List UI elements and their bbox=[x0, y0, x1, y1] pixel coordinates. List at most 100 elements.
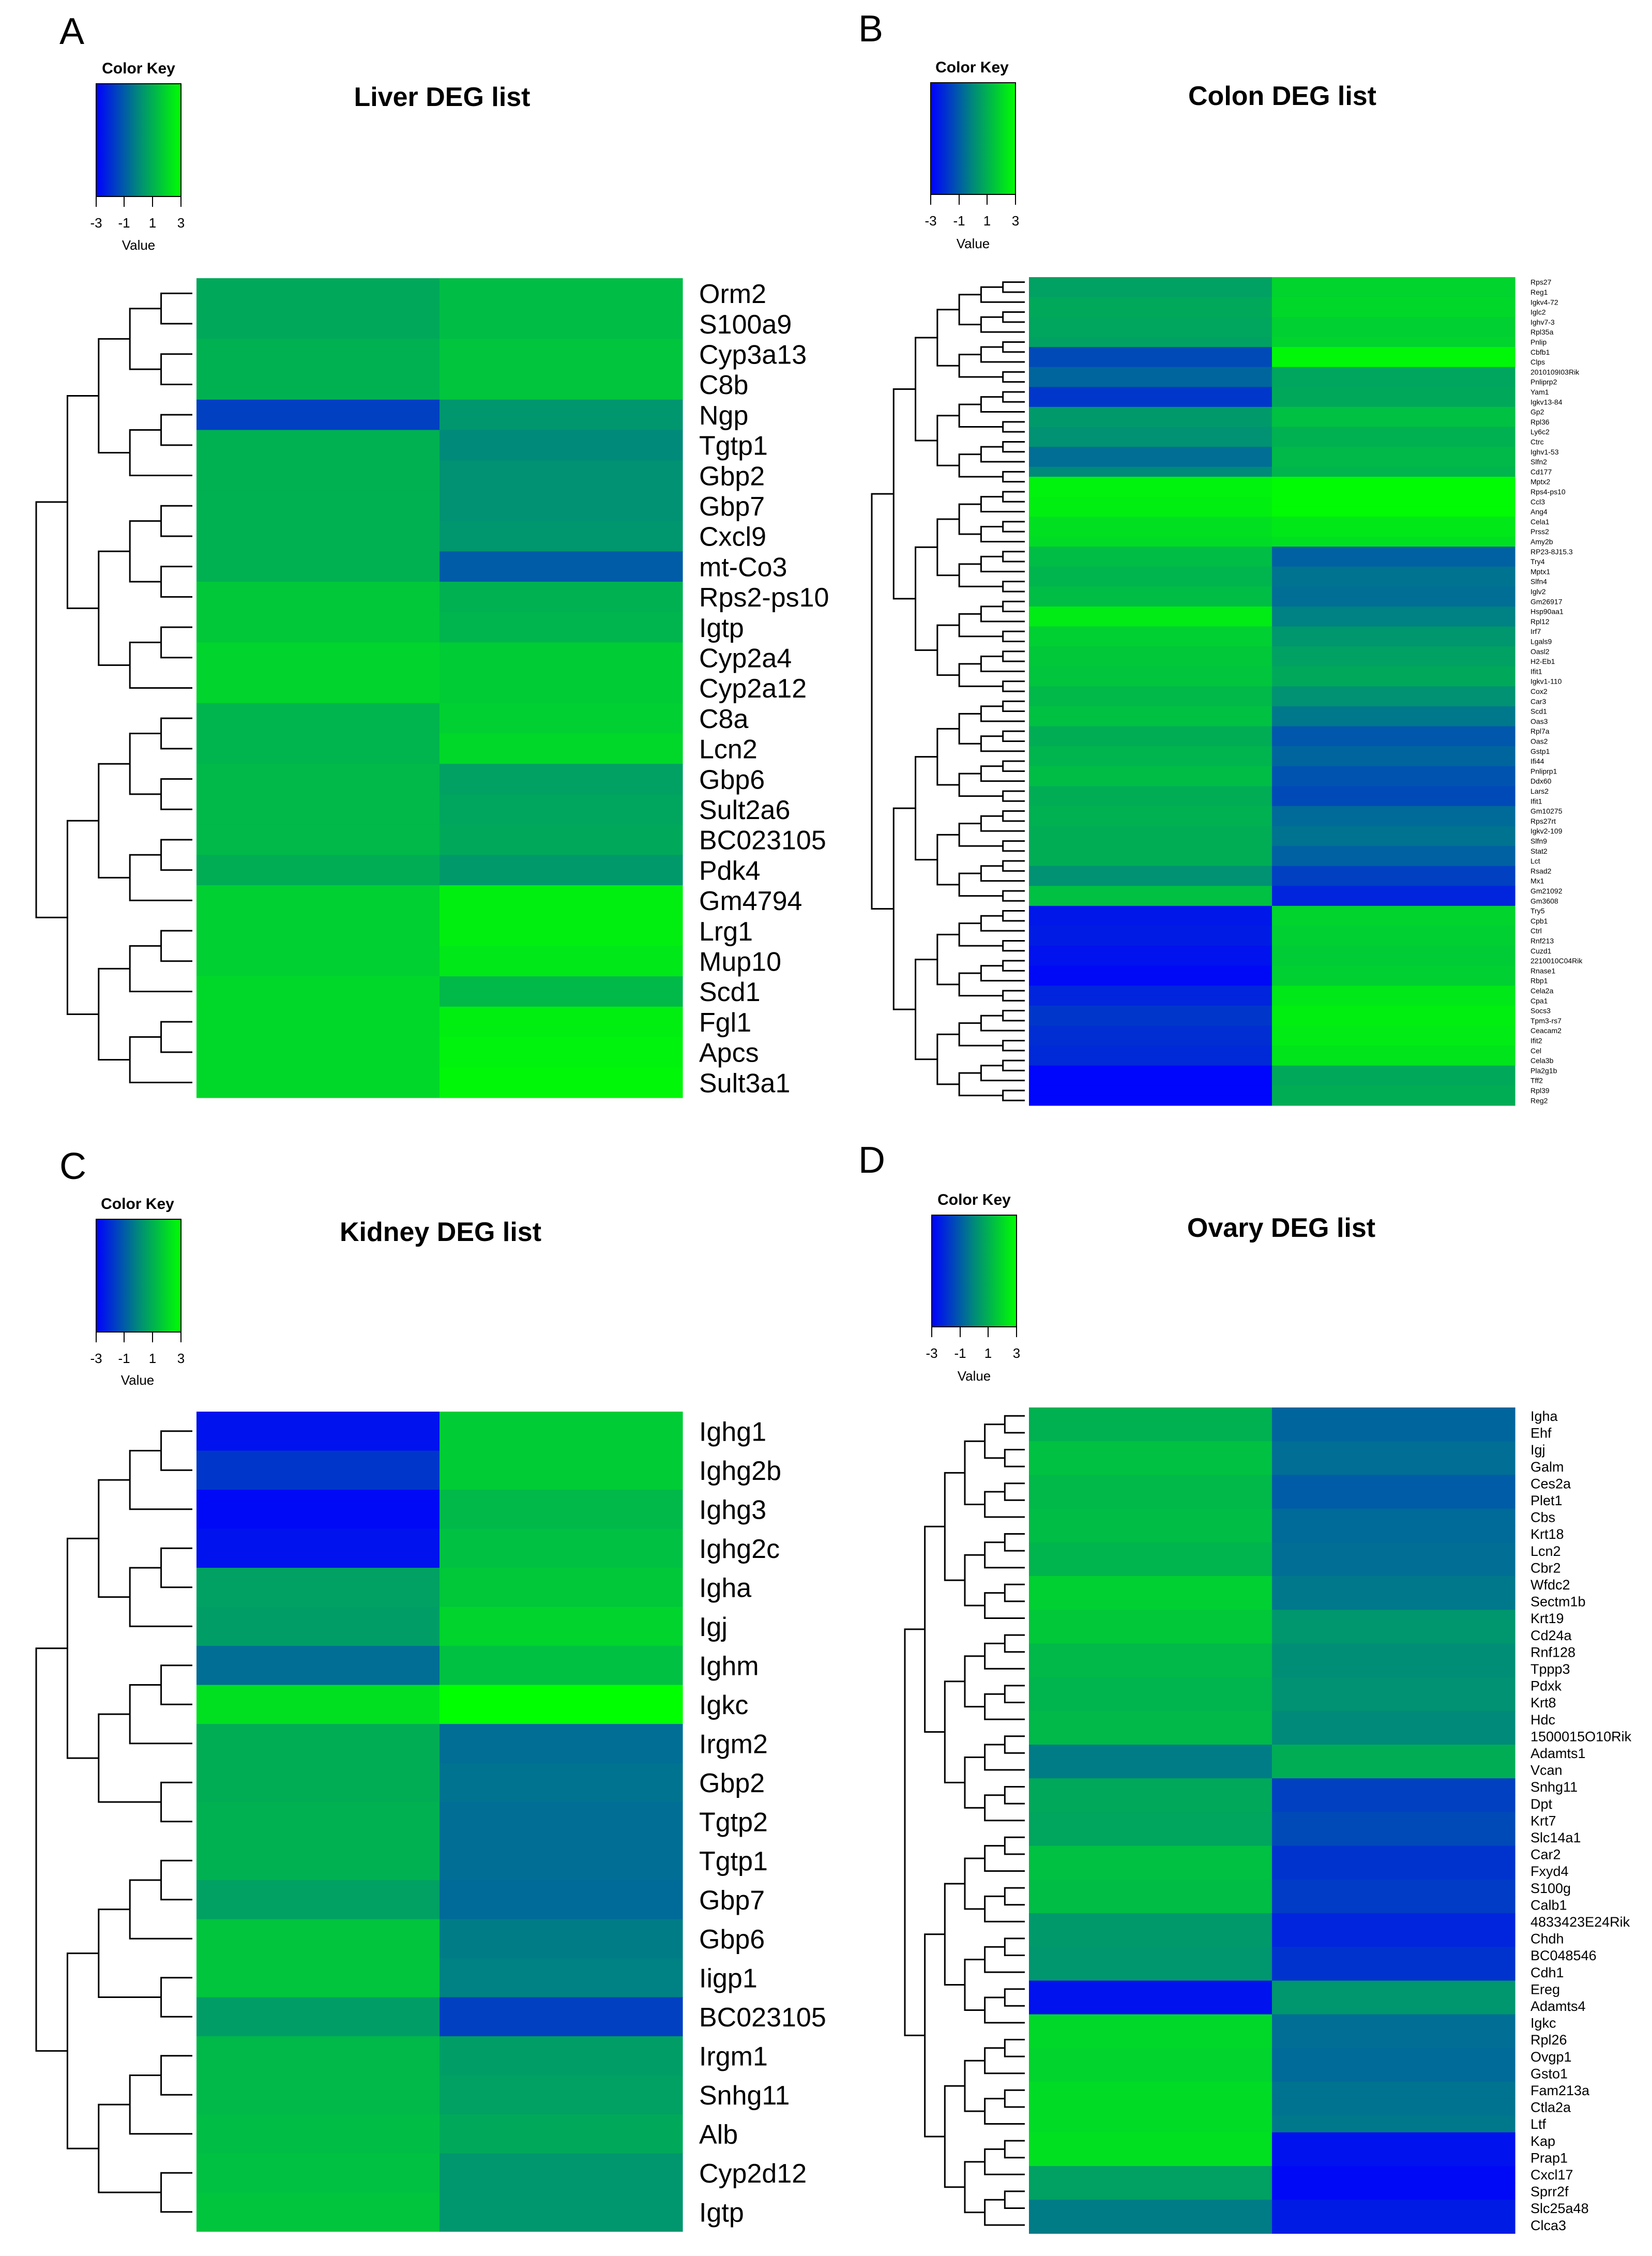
panel-c-heatmap-cell bbox=[196, 2192, 440, 2232]
panel-d-row-label: Slc14a1 bbox=[1530, 1830, 1581, 1845]
panel-b-row-label: Cpa1 bbox=[1530, 996, 1548, 1005]
panel-d-heatmap-cell bbox=[1029, 1508, 1272, 1526]
panel-a-heatmap-cell bbox=[196, 430, 440, 461]
panel-b-row-label: Cel bbox=[1530, 1047, 1541, 1055]
panel-b-heatmap-cell bbox=[1272, 297, 1515, 308]
panel-b-heatmap-cell bbox=[1029, 1095, 1272, 1106]
panel-b-row-dendrogram bbox=[871, 281, 1025, 1101]
panel-d-heatmap-cell bbox=[1029, 1694, 1272, 1712]
panel-b-dendrogram-branch bbox=[958, 294, 981, 326]
panel-b-heatmap-cell bbox=[1272, 457, 1515, 467]
panel-b-heatmap-cell bbox=[1029, 1065, 1272, 1076]
panel-d-dendrogram-branch bbox=[1004, 1533, 1025, 1552]
panel-b-heatmap-cell bbox=[1272, 796, 1515, 807]
panel-d-heatmap-cell bbox=[1272, 1508, 1515, 1526]
panel-b-heatmap-cell bbox=[1029, 656, 1272, 667]
panel-d-row-label: Pdxk bbox=[1530, 1678, 1562, 1694]
panel-d-dendrogram-branch bbox=[984, 1845, 1025, 1872]
panel-c-row-label: Igj bbox=[699, 1612, 728, 1642]
panel-a-row-label: BC023105 bbox=[699, 826, 826, 856]
panel-a-dendrogram-branch bbox=[160, 414, 192, 446]
panel-b-heatmap-cell bbox=[1272, 1016, 1515, 1026]
panel-c-row-label: Iigp1 bbox=[699, 1963, 757, 1993]
panel-c-row-label: Alb bbox=[699, 2119, 738, 2149]
panel-b-heatmap-cell bbox=[1272, 466, 1515, 477]
panel-b-dendrogram-branch bbox=[1002, 371, 1025, 383]
panel-a-heatmap-cell bbox=[439, 733, 683, 764]
panel-b-heatmap-cell bbox=[1272, 686, 1515, 697]
panel-d-heatmap-cell bbox=[1029, 1610, 1272, 1627]
panel-d-dendrogram-branch bbox=[984, 1491, 1025, 1518]
panel-d-row-label: S100g bbox=[1530, 1881, 1571, 1896]
panel-d-row-label: Ovgp1 bbox=[1530, 2049, 1572, 2065]
panel-a-heatmap-cell bbox=[439, 490, 683, 522]
panel-b-dendrogram-branch bbox=[958, 872, 1003, 897]
panel-c-heatmap-cell bbox=[196, 1802, 440, 1842]
panel-d-row-label: Igkc bbox=[1530, 2016, 1556, 2031]
panel-a-row-label: Cyp2a12 bbox=[699, 674, 807, 704]
panel-b-row-label: Rnf213 bbox=[1530, 936, 1554, 945]
panel-a-heatmap-cell bbox=[439, 885, 683, 916]
panel-a-heatmap-cell bbox=[196, 369, 440, 400]
panel-d-heatmap-cell bbox=[1272, 1576, 1515, 1594]
panel-a-heatmap-cell bbox=[196, 308, 440, 339]
panel-b-dendrogram-branch bbox=[980, 765, 1025, 782]
panel-b-dendrogram-branch bbox=[1002, 840, 1025, 852]
panel-b-dendrogram-branch bbox=[892, 388, 916, 600]
panel-d-dendrogram-branch bbox=[1004, 1449, 1025, 1467]
panel-b-dendrogram-branch bbox=[1002, 551, 1025, 563]
panel-b-dendrogram-branch bbox=[958, 922, 1003, 947]
panel-d-heatmap-cell bbox=[1029, 2082, 1272, 2099]
panel-b-heatmap-cell bbox=[1272, 626, 1515, 637]
panel-b-dendrogram-branch bbox=[1002, 341, 1025, 353]
panel-d-dendrogram-branch bbox=[984, 1946, 1025, 1973]
panel-c-dendrogram-branch bbox=[160, 1430, 192, 1471]
panel-d-dendrogram-branch bbox=[1004, 1415, 1025, 1434]
panel-b-row-label: Prss2 bbox=[1530, 527, 1549, 536]
panel-d-heatmap-cell bbox=[1272, 1660, 1515, 1678]
panel-b-heatmap-cell bbox=[1029, 766, 1272, 777]
panel-a-row-label: Ngp bbox=[699, 401, 748, 431]
panel-b-heatmap-cell bbox=[1272, 287, 1515, 298]
panel-letter-b: B bbox=[858, 8, 883, 50]
panel-d-heatmap-cell bbox=[1029, 1947, 1272, 1964]
panel-b-heatmap-cell bbox=[1272, 596, 1515, 607]
panel-b-heatmap-cell bbox=[1029, 995, 1272, 1006]
panel-d-row-label: Cbr2 bbox=[1530, 1560, 1561, 1576]
panel-c-heatmap-cell bbox=[439, 1646, 683, 1686]
panel-d-heatmap-cell bbox=[1272, 2216, 1515, 2234]
panel-d-row-label: Car2 bbox=[1530, 1847, 1561, 1863]
panel-b-heatmap-cell bbox=[1029, 1035, 1272, 1046]
panel-b-heatmap-cell bbox=[1272, 935, 1515, 946]
panel-a-row-label: Tgtp1 bbox=[699, 431, 768, 461]
panel-b-dendrogram-branch bbox=[958, 773, 1003, 797]
panel-b-heatmap-cell bbox=[1029, 916, 1272, 927]
panel-b-dendrogram-branch bbox=[936, 728, 960, 786]
panel-c-dendrogram-branch bbox=[98, 1479, 130, 1598]
panel-b-heatmap-cell bbox=[1272, 826, 1515, 837]
panel-b-row-label: Cela3b bbox=[1530, 1056, 1554, 1065]
panel-d-row-label: Igj bbox=[1530, 1442, 1545, 1458]
panel-a-row-label: Pdk4 bbox=[699, 856, 761, 886]
panel-a-row-label: mt-Co3 bbox=[699, 552, 787, 582]
panel-b-heatmap-cell bbox=[1272, 1076, 1515, 1086]
panel-b-dendrogram-branch bbox=[1002, 421, 1025, 433]
panel-b-row-label: Lct bbox=[1530, 857, 1540, 865]
panel-b-dendrogram-branch bbox=[1002, 680, 1025, 692]
panel-b-dendrogram-branch bbox=[958, 663, 1003, 687]
panel-b-dendrogram-branch bbox=[980, 915, 1025, 932]
panel-b-heatmap-cell bbox=[1029, 926, 1272, 936]
panel-d-row-label: Galm bbox=[1530, 1459, 1564, 1475]
panel-c-row-label: Ighg3 bbox=[699, 1495, 766, 1525]
panel-d-row-label: Krt18 bbox=[1530, 1526, 1564, 1542]
color-key-b-tick: 1 bbox=[983, 213, 991, 229]
panel-b-row-label: Rpl36 bbox=[1530, 418, 1550, 426]
panel-c-heatmap-cell bbox=[196, 1841, 440, 1881]
panel-b-dendrogram-branch bbox=[936, 415, 960, 466]
panel-b-heatmap-cell bbox=[1272, 337, 1515, 347]
panel-b-heatmap-cell bbox=[1029, 886, 1272, 897]
panel-b-heatmap-cell bbox=[1029, 696, 1272, 707]
panel-d-dendrogram-branch bbox=[984, 1693, 1025, 1720]
panel-d-heatmap-cell bbox=[1029, 1492, 1272, 1509]
panel-b-heatmap-cell bbox=[1272, 357, 1515, 368]
